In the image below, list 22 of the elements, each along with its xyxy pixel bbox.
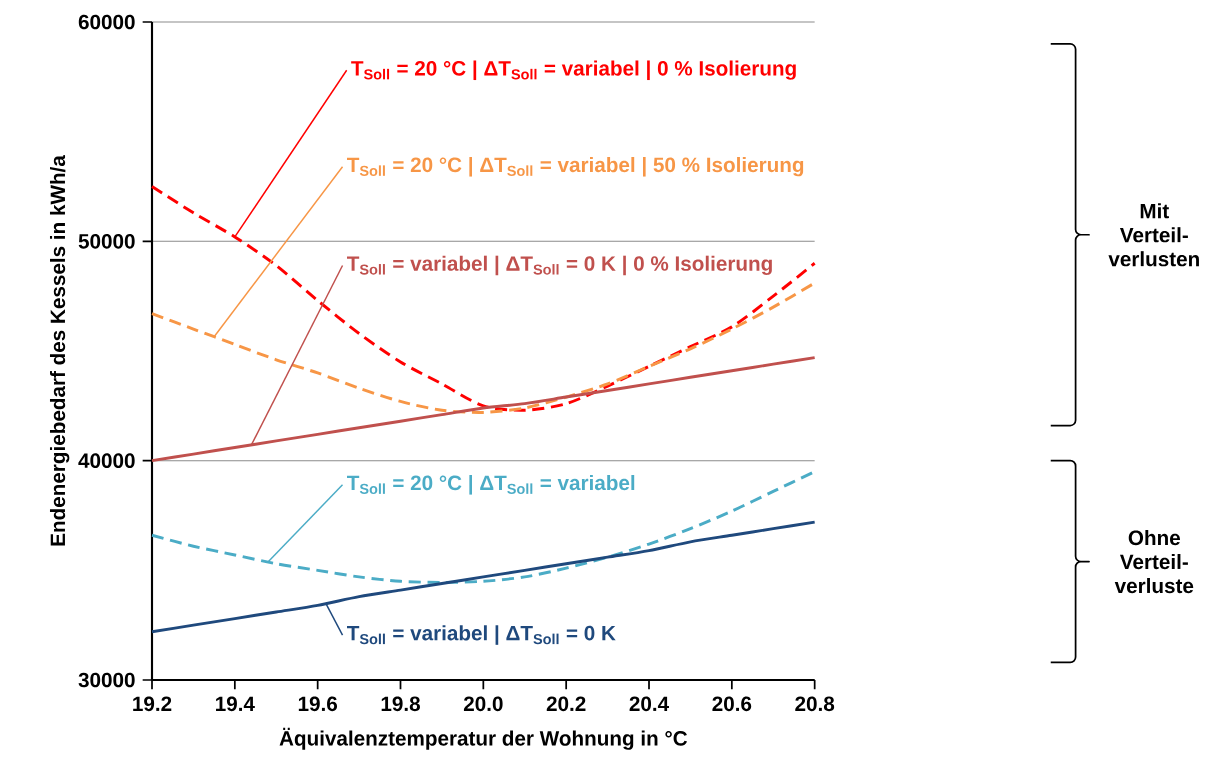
x-tick-label: 20.0 [463,696,503,712]
y-tick-label: 50000 [78,234,135,249]
y-tick-label: 60000 [78,14,135,30]
x-tick-label: 20.4 [629,696,669,712]
y-axis-title: Endenergiebedarf des Kessels in kWh/a [49,155,70,546]
x-tick-label: 19.6 [298,696,338,712]
text: Ohne Verteil-verluste [1114,529,1194,594]
x-tick-label: 19.2 [133,696,172,712]
x-tick-label: 20.2 [546,696,586,712]
x-tick-label: 19.4 [216,696,255,712]
y-tick-label: 40000 [78,453,135,468]
annotation: T$_{Soll}$ = 20 °C | ΔT$_{Soll}$ = variabel | 0 % Isolierung [351,60,796,81]
annotation: T$_{Soll}$ = 20 °C | ΔT$_{Soll}$ = variabel | 50 % Isolierung [347,156,804,177]
x-tick-label: 20.6 [712,696,752,712]
text: Mit Verteil-verlusten [1108,203,1199,267]
x-tick-label: 20.8 [795,696,835,712]
x-axis-title: Äquivalenztemperatur der Wohnung in °C [279,727,688,750]
annotation: T$_{Soll}$ = 20 °C | ΔT$_{Soll}$ = variabel [347,475,635,495]
y-tick-label: 30000 [78,672,135,688]
annotation: T$_{Soll}$ = variabel | ΔT$_{Soll}$ = 0 K | 0 % Isolierung [347,255,772,276]
x-tick-label: 19.8 [381,696,420,712]
annotation: T$_{Soll}$ = variabel | ΔT$_{Soll}$ = 0 K [347,625,616,645]
